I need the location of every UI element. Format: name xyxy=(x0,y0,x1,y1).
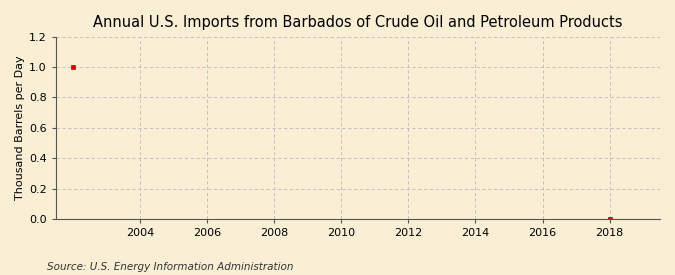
Title: Annual U.S. Imports from Barbados of Crude Oil and Petroleum Products: Annual U.S. Imports from Barbados of Cru… xyxy=(93,15,623,30)
Y-axis label: Thousand Barrels per Day: Thousand Barrels per Day xyxy=(15,56,25,200)
Text: Source: U.S. Energy Information Administration: Source: U.S. Energy Information Administ… xyxy=(47,262,294,272)
